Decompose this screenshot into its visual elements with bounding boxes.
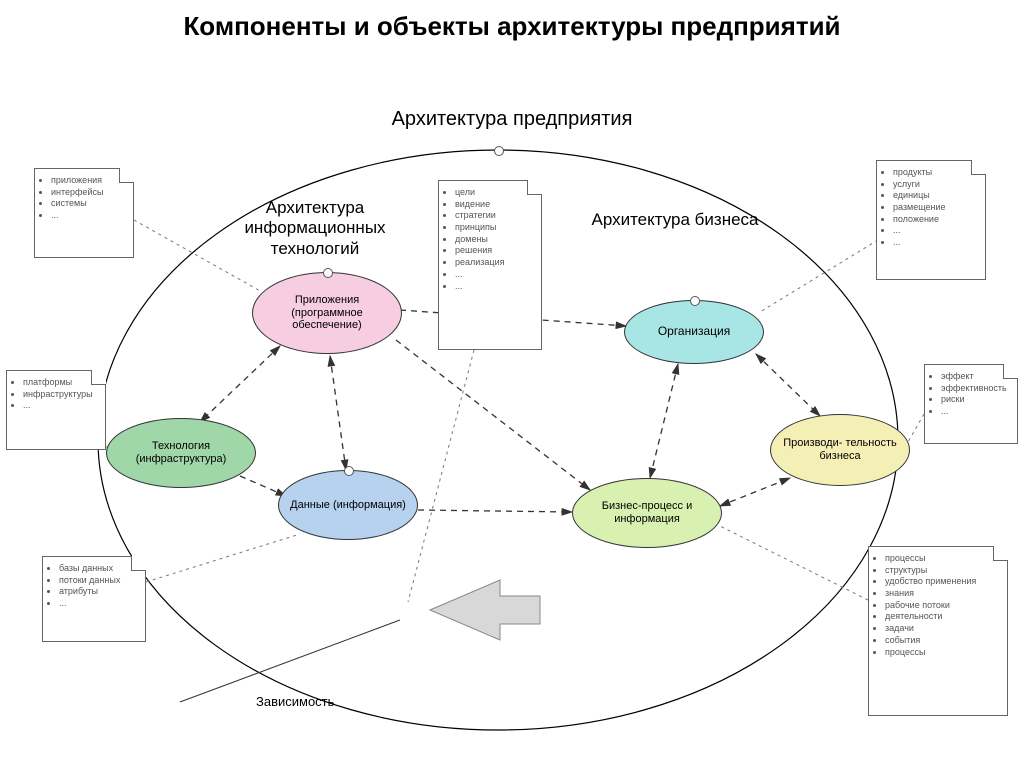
doc-process_doc-item: структуры (885, 565, 1003, 577)
doc-fold-icon (131, 556, 146, 571)
node-apps-label: Приложения (программное обеспечение) (262, 294, 392, 332)
doc-platform_doc: платформыинфраструктуры... (6, 370, 106, 450)
node-apps: Приложения (программное обеспечение) (252, 272, 402, 354)
doc-products_doc-item: ... (893, 237, 981, 249)
doc-apps_doc: приложенияинтерфейсысистемы... (34, 168, 134, 258)
doc-fold-icon (119, 168, 134, 183)
doc-goals_doc-item: стратегии (455, 210, 537, 222)
page-subtitle-text: Архитектура предприятия (392, 108, 633, 130)
doc-process_doc-item: процессы (885, 553, 1003, 565)
doc-connector (760, 240, 878, 312)
legend-arrow-icon (430, 580, 540, 640)
edge (756, 354, 820, 416)
doc-fold-icon (993, 546, 1008, 561)
node-tech: Технология (инфраструктура) (106, 418, 256, 488)
doc-process_doc-item: деятельности (885, 611, 1003, 623)
doc-products_doc-item: продукты (893, 167, 981, 179)
ellipse-handle-icon (494, 146, 504, 156)
doc-goals_doc-item: принципы (455, 222, 537, 234)
doc-goals_doc-list: целивидениестратегиипринципыдоменырешени… (455, 187, 537, 292)
doc-db_doc-list: базы данныхпотоки данныхатрибуты... (59, 563, 141, 610)
doc-connector (908, 414, 924, 442)
doc-goals_doc-item: ... (455, 281, 537, 293)
node-perf-label: Производи- тельность бизнеса (780, 437, 901, 462)
edge (200, 346, 280, 422)
edge (240, 476, 286, 496)
edge (330, 356, 346, 470)
doc-connector (146, 534, 300, 582)
doc-db_doc-item: базы данных (59, 563, 141, 575)
doc-process_doc-item: рабочие потоки (885, 600, 1003, 612)
doc-goals_doc-item: ... (455, 269, 537, 281)
doc-connector (408, 350, 474, 602)
edge (720, 478, 790, 506)
doc-apps_doc-item: ... (51, 210, 129, 222)
doc-products_doc-item: размещение (893, 202, 981, 214)
doc-goals_doc-item: решения (455, 245, 537, 257)
node-data-label: Данные (информация) (288, 499, 409, 512)
doc-apps_doc-item: системы (51, 198, 129, 210)
node-org-handle-icon (690, 296, 700, 306)
doc-goals_doc-item: реализация (455, 257, 537, 269)
doc-fold-icon (971, 160, 986, 175)
node-org: Организация (624, 300, 764, 364)
doc-products_doc-item: ... (893, 225, 981, 237)
page-title-text: Компоненты и объекты архитектуры предпри… (183, 11, 840, 41)
node-proc-label: Бизнес-процесс и информация (582, 500, 712, 525)
node-perf: Производи- тельность бизнеса (770, 414, 910, 486)
doc-effect_doc-item: риски (941, 394, 1013, 406)
node-data: Данные (информация) (278, 470, 418, 540)
doc-goals_doc: целивидениестратегиипринципыдоменырешени… (438, 180, 542, 350)
doc-effect_doc-item: эффективность (941, 383, 1013, 395)
doc-process_doc-list: процессыструктурыудобство применениязнан… (885, 553, 1003, 658)
doc-db_doc: базы данныхпотоки данныхатрибуты... (42, 556, 146, 642)
doc-goals_doc-item: видение (455, 199, 537, 211)
doc-db_doc-item: атрибуты (59, 586, 141, 598)
page-subtitle: Архитектура предприятия (0, 108, 1024, 131)
doc-apps_doc-item: приложения (51, 175, 129, 187)
edge (396, 340, 590, 490)
doc-products_doc-item: положение (893, 214, 981, 226)
doc-platform_doc-list: платформыинфраструктуры... (23, 377, 101, 412)
node-tech-label: Технология (инфраструктура) (116, 440, 246, 465)
doc-effect_doc: эффектэффективностьриски... (924, 364, 1018, 444)
doc-process_doc-item: знания (885, 588, 1003, 600)
doc-process_doc-item: события (885, 635, 1003, 647)
doc-db_doc-item: потоки данных (59, 575, 141, 587)
doc-process_doc-item: задачи (885, 623, 1003, 635)
doc-fold-icon (1003, 364, 1018, 379)
doc-platform_doc-item: ... (23, 400, 101, 412)
node-data-handle-icon (344, 466, 354, 476)
doc-products_doc-item: единицы (893, 190, 981, 202)
doc-effect_doc-item: ... (941, 406, 1013, 418)
legend-label: Зависимость (256, 694, 334, 709)
node-org-label: Организация (634, 325, 755, 339)
doc-platform_doc-item: инфраструктуры (23, 389, 101, 401)
node-apps-handle-icon (323, 268, 333, 278)
doc-process_doc: процессыструктурыудобство применениязнан… (868, 546, 1008, 716)
doc-products_doc-item: услуги (893, 179, 981, 191)
doc-fold-icon (91, 370, 106, 385)
legend-label-text: Зависимость (256, 694, 334, 709)
doc-connector (720, 526, 868, 600)
doc-fold-icon (527, 180, 542, 195)
doc-goals_doc-item: цели (455, 187, 537, 199)
doc-apps_doc-list: приложенияинтерфейсысистемы... (51, 175, 129, 222)
edge (650, 364, 678, 478)
doc-process_doc-item: удобство применения (885, 576, 1003, 588)
edge (418, 510, 572, 512)
doc-goals_doc-item: домены (455, 234, 537, 246)
doc-products_doc-list: продуктыуслугиединицыразмещениеположение… (893, 167, 981, 249)
diagram-canvas: Компоненты и объекты архитектуры предпри… (0, 0, 1024, 767)
doc-db_doc-item: ... (59, 598, 141, 610)
legend-connector (180, 620, 400, 702)
node-proc: Бизнес-процесс и информация (572, 478, 722, 548)
doc-products_doc: продуктыуслугиединицыразмещениеположение… (876, 160, 986, 280)
section-label-it: Архитектура информационных технологий (200, 198, 430, 259)
doc-platform_doc-item: платформы (23, 377, 101, 389)
section-label-biz: Архитектура бизнеса (590, 210, 760, 230)
doc-process_doc-item: процессы (885, 647, 1003, 659)
page-title: Компоненты и объекты архитектуры предпри… (0, 8, 1024, 44)
doc-apps_doc-item: интерфейсы (51, 187, 129, 199)
